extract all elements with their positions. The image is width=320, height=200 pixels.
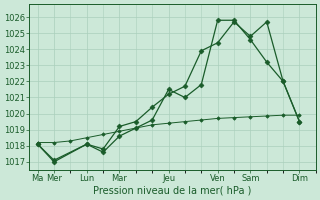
X-axis label: Pression niveau de la mer( hPa ): Pression niveau de la mer( hPa ) — [93, 186, 252, 196]
